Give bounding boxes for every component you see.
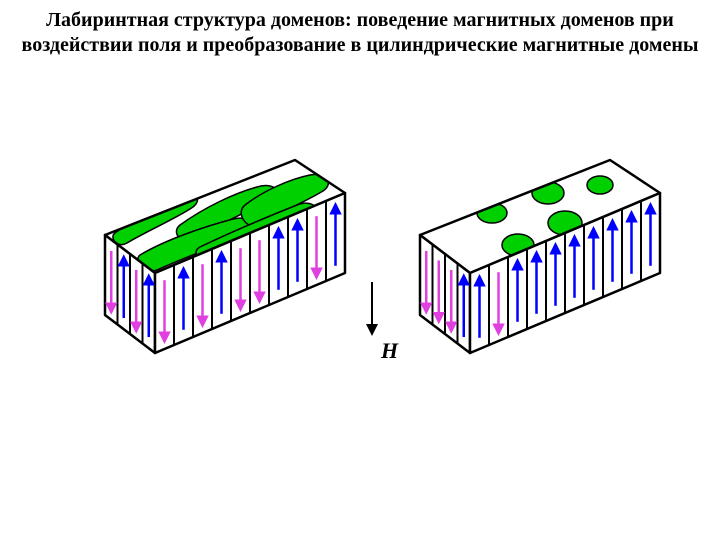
right-slab-bubbles [400,145,670,370]
left-slab-labyrinth [85,145,355,370]
diagram-title: Лабиринтная структура доменов: поведение… [0,8,720,58]
applied-field-arrow [360,280,384,344]
applied-field-label: H [381,338,398,364]
